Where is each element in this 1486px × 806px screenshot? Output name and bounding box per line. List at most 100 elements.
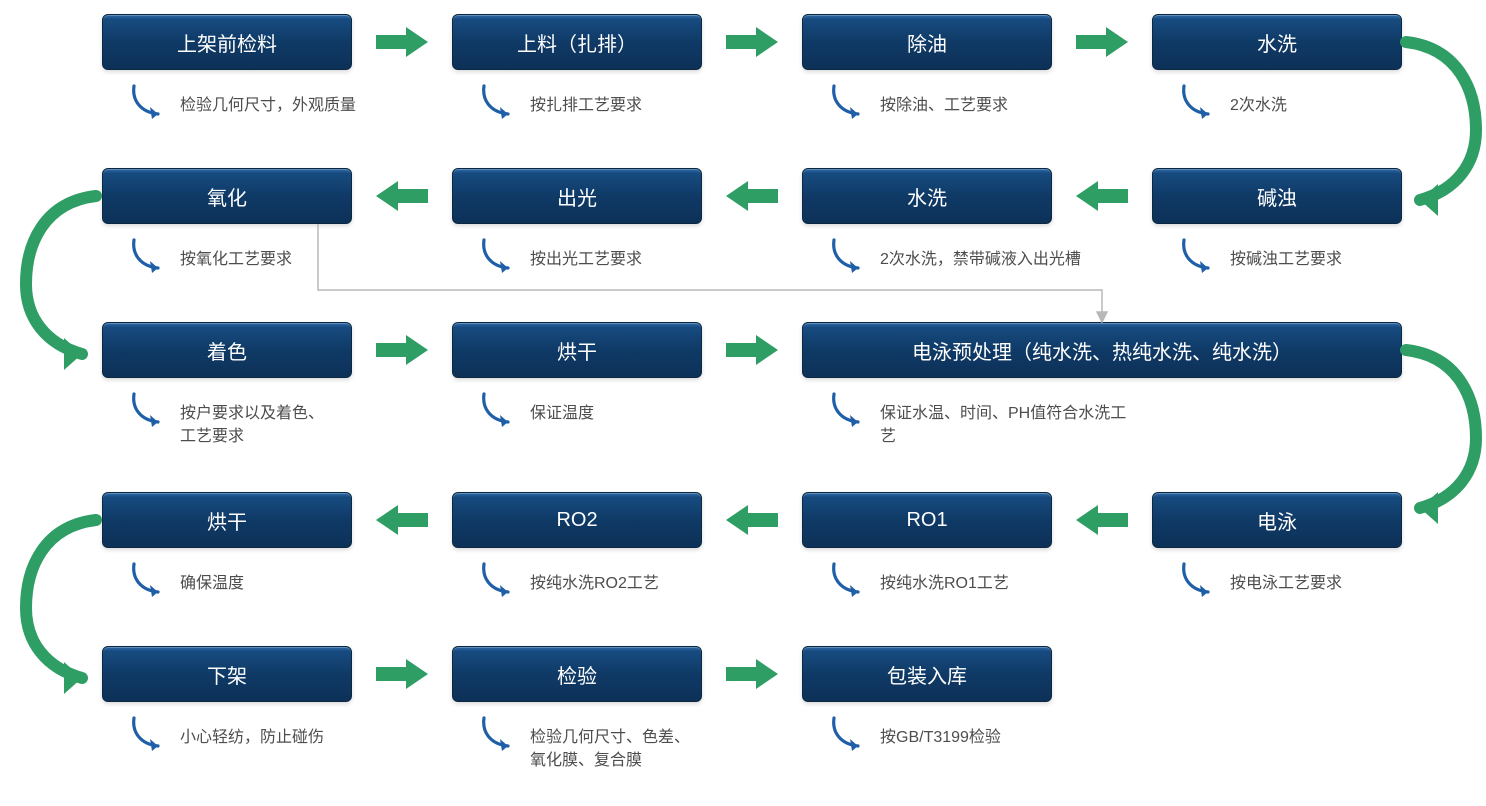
node-pack: 包装入库	[802, 646, 1052, 702]
node-label: 水洗	[907, 182, 947, 211]
node-brighten: 出光	[452, 168, 702, 224]
note-text: 按户要求以及着色、 工艺要求	[174, 392, 324, 448]
note-text: 确保温度	[174, 562, 244, 595]
note-inspect: 检验几何尺寸、色差、 氧化膜、复合膜	[478, 716, 690, 772]
arrow-left-icon	[726, 505, 778, 535]
note-dry-1: 保证温度	[478, 392, 594, 430]
arrow-left-icon	[726, 181, 778, 211]
arrow-right-icon	[1076, 27, 1128, 57]
note-arrow-icon	[828, 392, 874, 430]
node-label: 电泳预处理（纯水洗、热纯水洗、纯水洗）	[912, 336, 1292, 365]
node-oxidize: 氧化	[102, 168, 352, 224]
note-text: 检验几何尺寸，外观质量	[174, 84, 356, 117]
note-alkaline: 按碱浊工艺要求	[1178, 238, 1342, 276]
note-rinse-2: 2次水洗，禁带碱液入出光槽	[828, 238, 1081, 276]
arrow-right-icon	[726, 335, 778, 365]
note-arrow-icon	[478, 716, 524, 754]
wrap-arrow-left-icon	[14, 508, 104, 698]
node-label: 着色	[207, 336, 247, 365]
note-degrease: 按除油、工艺要求	[828, 84, 1008, 122]
note-text: 检验几何尺寸、色差、 氧化膜、复合膜	[524, 716, 690, 772]
note-oxidize: 按氧化工艺要求	[128, 238, 292, 276]
wrap-arrow-right-icon	[1398, 30, 1486, 220]
note-brighten: 按出光工艺要求	[478, 238, 642, 276]
note-text: 按纯水洗RO1工艺	[874, 562, 1009, 595]
node-label: 烘干	[557, 336, 597, 365]
arrow-left-icon	[1076, 505, 1128, 535]
note-text: 保证温度	[524, 392, 594, 425]
node-label: 电泳	[1257, 506, 1297, 535]
arrow-left-icon	[1076, 181, 1128, 211]
note-coloring: 按户要求以及着色、 工艺要求	[128, 392, 324, 448]
note-text: 按纯水洗RO2工艺	[524, 562, 659, 595]
note-arrow-icon	[128, 392, 174, 430]
note-text: 按电泳工艺要求	[1224, 562, 1342, 595]
arrow-right-icon	[726, 27, 778, 57]
note-ro1: 按纯水洗RO1工艺	[828, 562, 1009, 600]
note-ed: 按电泳工艺要求	[1178, 562, 1342, 600]
arrow-left-icon	[376, 505, 428, 535]
note-dry-2: 确保温度	[128, 562, 244, 600]
node-rinse-1: 水洗	[1152, 14, 1402, 70]
note-arrow-icon	[128, 238, 174, 276]
node-dry-1: 烘干	[452, 322, 702, 378]
node-label: 下架	[207, 660, 247, 689]
note-arrow-icon	[478, 392, 524, 430]
note-text: 按除油、工艺要求	[874, 84, 1008, 117]
note-arrow-icon	[1178, 84, 1224, 122]
node-rinse-2: 水洗	[802, 168, 1052, 224]
node-label: 上料（扎排）	[517, 28, 637, 57]
node-ed: 电泳	[1152, 492, 1402, 548]
arrow-right-icon	[726, 659, 778, 689]
flowchart-canvas: { "type": "flowchart", "canvas": { "widt…	[0, 0, 1486, 806]
wrap-arrow-left-icon	[14, 184, 104, 374]
note-arrow-icon	[128, 562, 174, 600]
node-label: 检验	[557, 660, 597, 689]
node-label: RO2	[556, 509, 597, 532]
node-ro2: RO2	[452, 492, 702, 548]
note-arrow-icon	[1178, 238, 1224, 276]
note-load: 按扎排工艺要求	[478, 84, 642, 122]
note-arrow-icon	[128, 716, 174, 754]
note-text: 小心轻纺，防止碰伤	[174, 716, 324, 749]
node-unrack: 下架	[102, 646, 352, 702]
node-inspect-before-rack: 上架前检料	[102, 14, 352, 70]
node-label: 出光	[557, 182, 597, 211]
arrow-right-icon	[376, 335, 428, 365]
note-arrow-icon	[1178, 562, 1224, 600]
node-label: 氧化	[207, 182, 247, 211]
note-arrow-icon	[828, 716, 874, 754]
note-pack: 按GB/T3199检验	[828, 716, 1001, 754]
note-unrack: 小心轻纺，防止碰伤	[128, 716, 324, 754]
node-label: 水洗	[1257, 28, 1297, 57]
note-text: 按出光工艺要求	[524, 238, 642, 271]
node-coloring: 着色	[102, 322, 352, 378]
note-arrow-icon	[828, 84, 874, 122]
arrow-right-icon	[376, 659, 428, 689]
note-ed-pretreat: 保证水温、时间、PH值符合水洗工艺	[828, 392, 1134, 448]
node-label: 上架前检料	[177, 28, 277, 57]
note-text: 2次水洗，禁带碱液入出光槽	[874, 238, 1081, 271]
note-text: 按扎排工艺要求	[524, 84, 642, 117]
node-dry-2: 烘干	[102, 492, 352, 548]
node-label: 烘干	[207, 506, 247, 535]
note-text: 按碱浊工艺要求	[1224, 238, 1342, 271]
note-text: 保证水温、时间、PH值符合水洗工艺	[874, 392, 1134, 448]
wrap-arrow-right-icon	[1398, 338, 1486, 528]
node-label: 包装入库	[887, 660, 967, 689]
note-rinse-1: 2次水洗	[1178, 84, 1287, 122]
node-label: RO1	[906, 509, 947, 532]
note-text: 按氧化工艺要求	[174, 238, 292, 271]
node-alkaline: 碱浊	[1152, 168, 1402, 224]
note-arrow-icon	[478, 84, 524, 122]
note-arrow-icon	[828, 238, 874, 276]
node-degrease: 除油	[802, 14, 1052, 70]
node-ro1: RO1	[802, 492, 1052, 548]
note-arrow-icon	[478, 562, 524, 600]
note-arrow-icon	[478, 238, 524, 276]
note-inspect-before-rack: 检验几何尺寸，外观质量	[128, 84, 356, 122]
note-ro2: 按纯水洗RO2工艺	[478, 562, 659, 600]
arrow-left-icon	[376, 181, 428, 211]
note-text: 按GB/T3199检验	[874, 716, 1001, 749]
node-ed-pretreat: 电泳预处理（纯水洗、热纯水洗、纯水洗）	[802, 322, 1402, 378]
